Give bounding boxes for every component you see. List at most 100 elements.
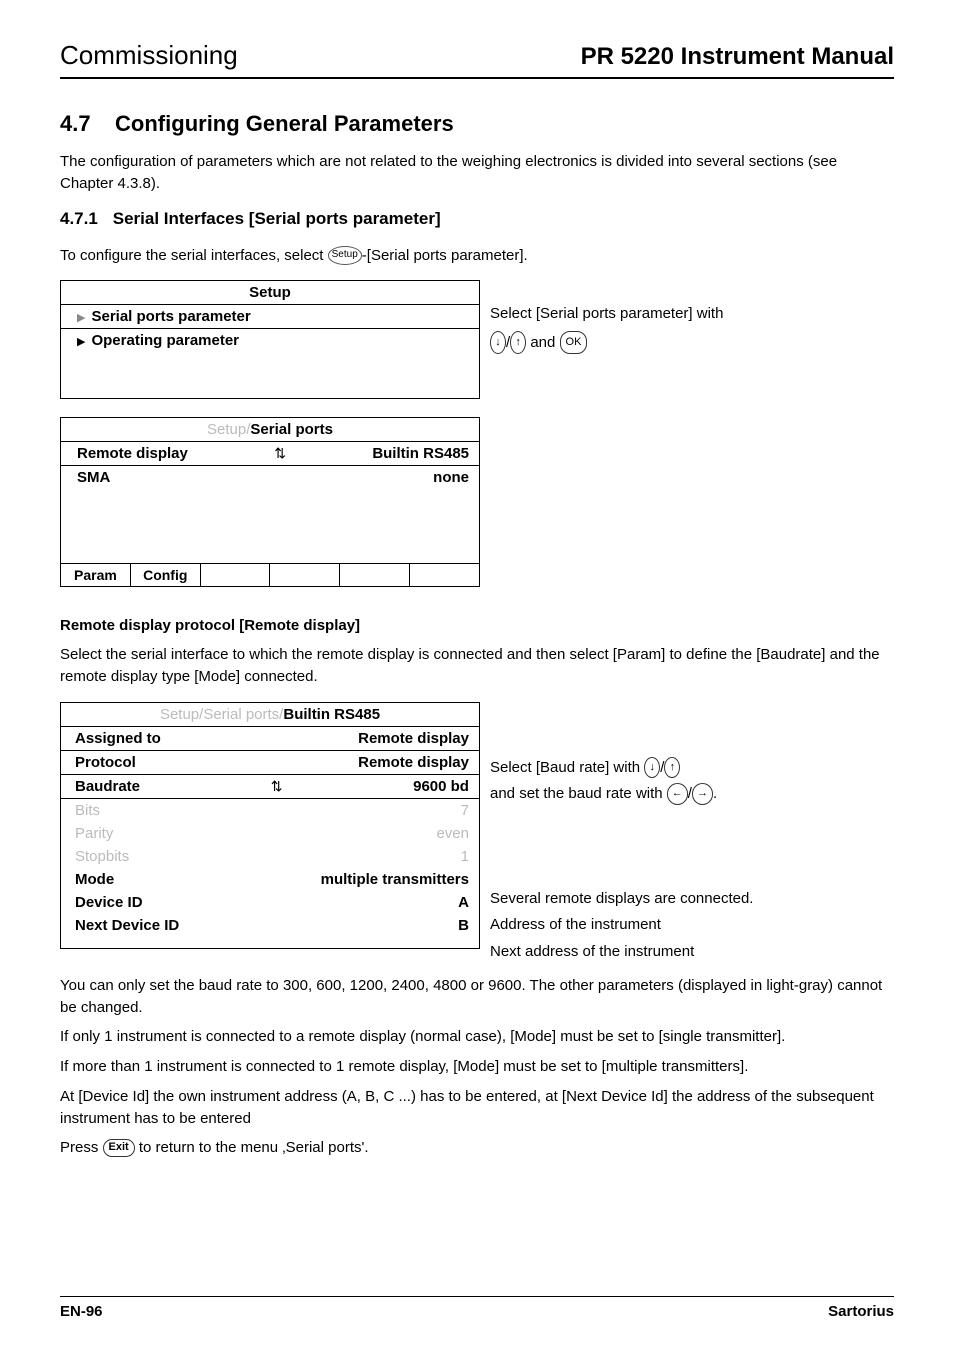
section-number: 4.7 xyxy=(60,111,91,136)
row-label: Assigned to xyxy=(75,730,161,747)
header-chapter: Commissioning xyxy=(60,40,238,71)
subsection-number: 4.7.1 xyxy=(60,209,108,229)
header-manual-title: PR 5220 Instrument Manual xyxy=(581,43,894,71)
row-value: 1 xyxy=(461,848,469,865)
p3-row-mode[interactable]: Mode multiple transmitters xyxy=(61,868,479,891)
crumb-grey: Setup/Serial ports/ xyxy=(160,706,283,723)
note-5: Press Exit to return to the menu ‚Serial… xyxy=(60,1137,894,1159)
lead-post: -[Serial ports parameter]. xyxy=(362,247,528,264)
row-label: Mode xyxy=(75,871,114,888)
updown-icon: ⇅ xyxy=(188,445,372,462)
setup-key-icon: Setup xyxy=(328,246,362,265)
row-label: Stopbits xyxy=(75,848,129,865)
page-footer: EN-96 Sartorius xyxy=(60,1296,894,1320)
row-label: Parity xyxy=(75,825,113,842)
crumb-active: Builtin RS485 xyxy=(283,706,380,723)
section-title: Configuring General Parameters xyxy=(115,111,454,136)
row-value: Remote display xyxy=(358,730,469,747)
softkey-empty xyxy=(201,564,271,586)
builtin-rs485-panel: Setup/Serial ports/Builtin RS485 Assigne… xyxy=(60,702,480,949)
softkey-empty xyxy=(270,564,340,586)
side3-text: Select [Baud rate] with xyxy=(490,759,644,776)
p3-row-assigned[interactable]: Assigned to Remote display xyxy=(61,726,479,751)
row-value: B xyxy=(458,917,469,934)
side3-device-note: Address of the instrument xyxy=(490,912,753,938)
p3-row-next-device-id[interactable]: Next Device ID B xyxy=(61,914,479,948)
p3-row-protocol[interactable]: Protocol Remote display xyxy=(61,751,479,774)
footnotes: You can only set the baud rate to 300, 6… xyxy=(60,975,894,1159)
and-text: and xyxy=(526,334,559,351)
panel2-breadcrumb: Setup/Serial ports xyxy=(61,418,479,441)
crumb-active: Serial ports xyxy=(250,421,333,438)
row-label: Bits xyxy=(75,802,100,819)
panel3-region: Setup/Serial ports/Builtin RS485 Assigne… xyxy=(60,702,894,965)
side3-next-device-note: Next address of the instrument xyxy=(490,939,753,965)
down-key-icon: ↓ xyxy=(644,757,660,778)
setup-item-operating[interactable]: ▶ Operating parameter xyxy=(61,328,479,398)
note-1: You can only set the baud rate to 300, 6… xyxy=(60,975,894,1019)
section-intro: The configuration of parameters which ar… xyxy=(60,151,894,195)
panel2-region: Setup/Serial ports Remote display ⇅ Buil… xyxy=(60,417,894,587)
side3-spacer xyxy=(490,807,753,833)
caret-icon: ▶ xyxy=(77,336,85,348)
subsection-lead: To configure the serial interfaces, sele… xyxy=(60,245,894,267)
setup-item-serial-ports[interactable]: ▶Serial ports parameter xyxy=(61,304,479,328)
setup-panel-title: Setup xyxy=(61,281,479,304)
p3-row-device-id[interactable]: Device ID A xyxy=(61,891,479,914)
side-line1: Select [Serial ports parameter] with xyxy=(490,300,723,329)
side3-mode-note: Several remote displays are connected. xyxy=(490,886,753,912)
note-2: If only 1 instrument is connected to a r… xyxy=(60,1026,894,1048)
softkey-config[interactable]: Config xyxy=(131,564,201,586)
side3-spacer xyxy=(490,860,753,886)
section-heading: 4.7 Configuring General Parameters xyxy=(60,111,894,137)
serial-ports-row-remote[interactable]: Remote display ⇅ Builtin RS485 xyxy=(61,441,479,465)
row-label: Baudrate xyxy=(75,778,140,795)
p3-row-parity: Parity even xyxy=(61,822,479,845)
p3-row-stopbits: Stopbits 1 xyxy=(61,845,479,868)
row-label: SMA xyxy=(77,469,110,486)
updown-icon: ⇅ xyxy=(271,778,283,795)
panel3-breadcrumb: Setup/Serial ports/Builtin RS485 xyxy=(61,703,479,726)
row-label: Next Device ID xyxy=(75,917,179,934)
row-value: Remote display xyxy=(358,754,469,771)
remote-display-text: Select the serial interface to which the… xyxy=(60,644,894,688)
row-label: Remote display xyxy=(77,445,188,462)
up-key-icon: ↑ xyxy=(664,757,680,778)
setup-item-label: Serial ports parameter xyxy=(91,308,250,325)
softkey-empty xyxy=(410,564,479,586)
subsection-heading: 4.7.1 Serial Interfaces [Serial ports pa… xyxy=(60,209,894,229)
row-value: 7 xyxy=(461,802,469,819)
note-3: If more than 1 instrument is connected t… xyxy=(60,1056,894,1078)
side3-text: and set the baud rate with xyxy=(490,785,667,802)
left-key-icon: ← xyxy=(667,783,688,804)
row-value: 9600 bd xyxy=(413,778,469,795)
softkey-empty xyxy=(340,564,410,586)
serial-ports-row-sma[interactable]: SMA none xyxy=(61,465,479,563)
row-value: multiple transmitters xyxy=(321,871,469,888)
down-key-icon: ↓ xyxy=(490,331,506,354)
ok-key-icon: OK xyxy=(560,331,588,354)
row-label: Device ID xyxy=(75,894,143,911)
panel1-region: Setup ▶Serial ports parameter ▶ Operating… xyxy=(60,280,894,399)
panel3-side-note: Select [Baud rate] with ↓/↑ and set the … xyxy=(490,702,753,965)
softkey-param[interactable]: Param xyxy=(61,564,131,586)
footer-brand: Sartorius xyxy=(828,1303,894,1320)
page-header: Commissioning PR 5220 Instrument Manual xyxy=(60,40,894,79)
subsection-title: Serial Interfaces [Serial ports paramete… xyxy=(113,209,441,228)
side3-text: . xyxy=(713,785,717,802)
row-label: Protocol xyxy=(75,754,136,771)
side3-line2: and set the baud rate with ←/→. xyxy=(490,781,753,807)
p3-row-baudrate[interactable]: Baudrate ⇅ 9600 bd xyxy=(61,774,479,799)
panel2-softkeys: Param Config xyxy=(61,563,479,586)
side3-spacer xyxy=(490,834,753,860)
side3-line1: Select [Baud rate] with ↓/↑ xyxy=(490,755,753,781)
setup-item-label: Operating parameter xyxy=(91,332,239,349)
serial-ports-panel: Setup/Serial ports Remote display ⇅ Buil… xyxy=(60,417,480,587)
exit-key-icon: Exit xyxy=(103,1139,135,1157)
up-key-icon: ↑ xyxy=(510,331,526,354)
lead-pre: To configure the serial interfaces, sele… xyxy=(60,247,328,264)
side-line2: ↓/↑ and OK xyxy=(490,329,723,358)
row-value: even xyxy=(436,825,469,842)
right-key-icon: → xyxy=(692,783,713,804)
note5-post: to return to the menu ‚Serial ports'. xyxy=(135,1139,369,1156)
